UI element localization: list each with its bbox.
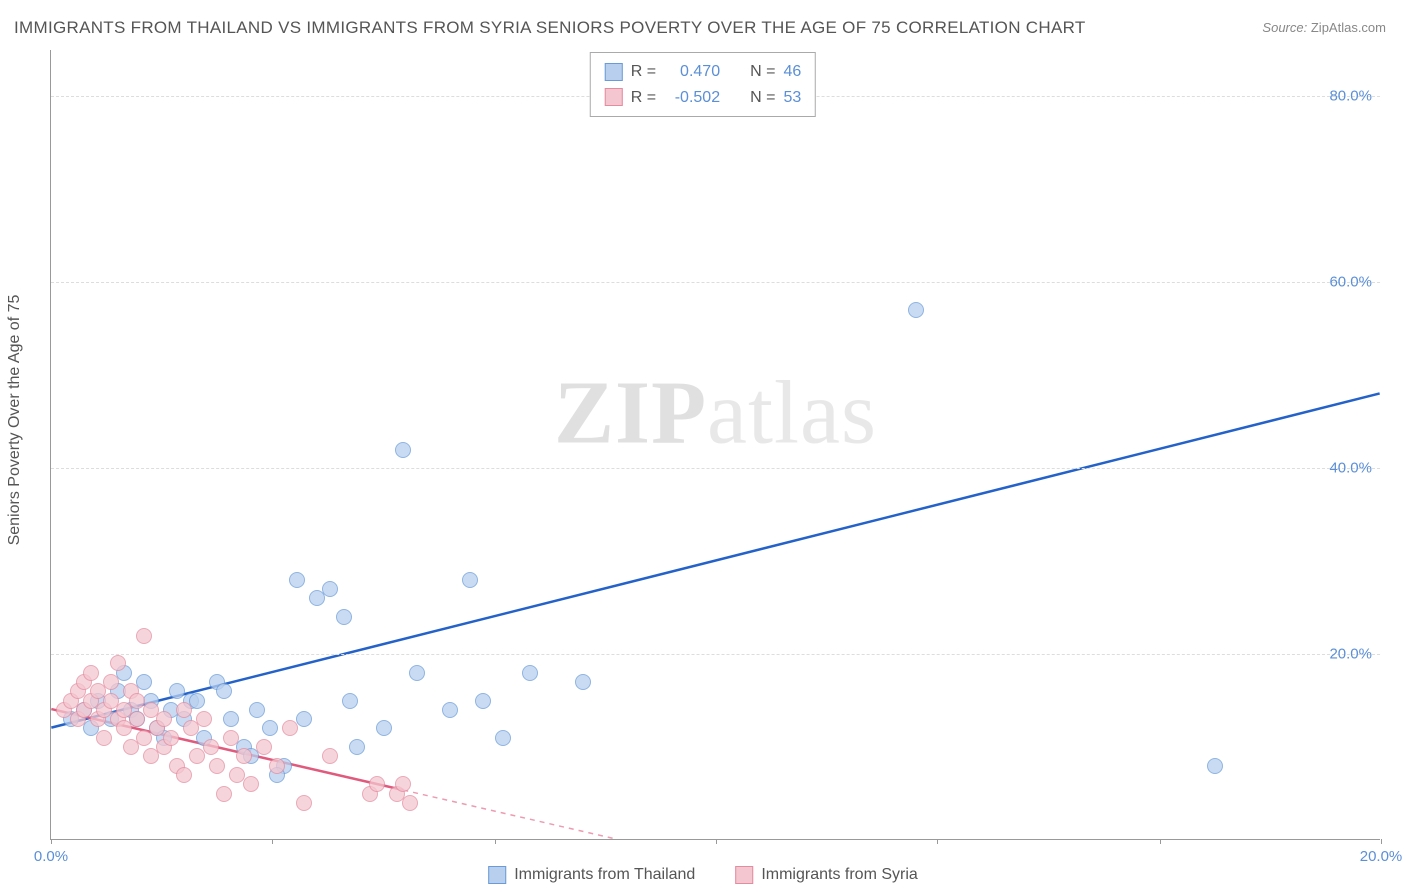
y-axis-label: Seniors Poverty Over the Age of 75 [6, 295, 24, 546]
data-point [103, 674, 119, 690]
data-point [256, 739, 272, 755]
data-point [282, 720, 298, 736]
data-point [402, 795, 418, 811]
n-value: 53 [783, 85, 801, 111]
y-tick-label: 20.0% [1329, 646, 1372, 663]
gridline-h [51, 282, 1380, 283]
data-point [395, 776, 411, 792]
data-point [163, 730, 179, 746]
data-point [409, 665, 425, 681]
data-point [522, 665, 538, 681]
n-value: 46 [783, 59, 801, 85]
data-point [96, 730, 112, 746]
data-point [209, 758, 225, 774]
data-point [236, 748, 252, 764]
data-point [1207, 758, 1223, 774]
data-point [495, 730, 511, 746]
legend-label-thailand: Immigrants from Thailand [514, 866, 695, 884]
data-point [296, 711, 312, 727]
data-point [269, 758, 285, 774]
legend-series: Immigrants from Thailand Immigrants from… [478, 864, 928, 886]
data-point [336, 609, 352, 625]
legend-stats: R = 0.470 N = 46 R = -0.502 N = 53 [590, 52, 816, 117]
legend-stats-row: R = -0.502 N = 53 [605, 85, 801, 111]
legend-item-syria: Immigrants from Syria [735, 866, 917, 884]
n-label: N = [750, 85, 775, 111]
r-label: R = [631, 85, 656, 111]
source-label: Source: [1262, 20, 1307, 35]
legend-label-syria: Immigrants from Syria [761, 866, 917, 884]
data-point [296, 795, 312, 811]
x-tick-mark [1160, 839, 1161, 844]
swatch-icon [605, 63, 623, 81]
data-point [908, 302, 924, 318]
watermark-bold: ZIP [554, 363, 707, 462]
data-point [442, 702, 458, 718]
data-point [462, 572, 478, 588]
x-tick-mark [272, 839, 273, 844]
data-point [322, 748, 338, 764]
r-value: -0.502 [664, 85, 720, 111]
r-value: 0.470 [664, 59, 720, 85]
y-tick-label: 60.0% [1329, 274, 1372, 291]
data-point [289, 572, 305, 588]
data-point [243, 776, 259, 792]
watermark: ZIPatlas [554, 361, 877, 464]
y-tick-label: 80.0% [1329, 88, 1372, 105]
data-point [369, 776, 385, 792]
chart-title: IMMIGRANTS FROM THAILAND VS IMMIGRANTS F… [14, 18, 1086, 38]
swatch-syria [735, 866, 753, 884]
data-point [189, 693, 205, 709]
x-tick-mark [1381, 839, 1382, 844]
watermark-light: atlas [707, 363, 877, 462]
x-tick-mark [495, 839, 496, 844]
data-point [395, 442, 411, 458]
data-point [176, 702, 192, 718]
data-point [196, 711, 212, 727]
y-tick-label: 40.0% [1329, 460, 1372, 477]
x-tick-mark [716, 839, 717, 844]
data-point [322, 581, 338, 597]
n-label: N = [750, 59, 775, 85]
data-point [216, 683, 232, 699]
data-point [136, 628, 152, 644]
data-point [83, 665, 99, 681]
data-point [203, 739, 219, 755]
source-attribution: Source: ZipAtlas.com [1262, 20, 1386, 35]
legend-stats-row: R = 0.470 N = 46 [605, 59, 801, 85]
data-point [376, 720, 392, 736]
gridline-h [51, 654, 1380, 655]
data-point [110, 655, 126, 671]
source-value: ZipAtlas.com [1311, 20, 1386, 35]
data-point [216, 786, 232, 802]
data-point [575, 674, 591, 690]
data-point [349, 739, 365, 755]
x-tick-mark [937, 839, 938, 844]
data-point [176, 767, 192, 783]
swatch-thailand [488, 866, 506, 884]
data-point [223, 711, 239, 727]
plot-area: ZIPatlas 20.0%40.0%60.0%80.0%0.0%20.0% [50, 50, 1380, 840]
r-label: R = [631, 59, 656, 85]
data-point [223, 730, 239, 746]
x-tick-label: 0.0% [34, 848, 68, 865]
swatch-icon [605, 88, 623, 106]
legend-item-thailand: Immigrants from Thailand [488, 866, 695, 884]
gridline-h [51, 468, 1380, 469]
data-point [156, 711, 172, 727]
data-point [475, 693, 491, 709]
x-tick-mark [51, 839, 52, 844]
data-point [136, 674, 152, 690]
data-point [249, 702, 265, 718]
data-point [342, 693, 358, 709]
x-tick-label: 20.0% [1360, 848, 1403, 865]
data-point [262, 720, 278, 736]
